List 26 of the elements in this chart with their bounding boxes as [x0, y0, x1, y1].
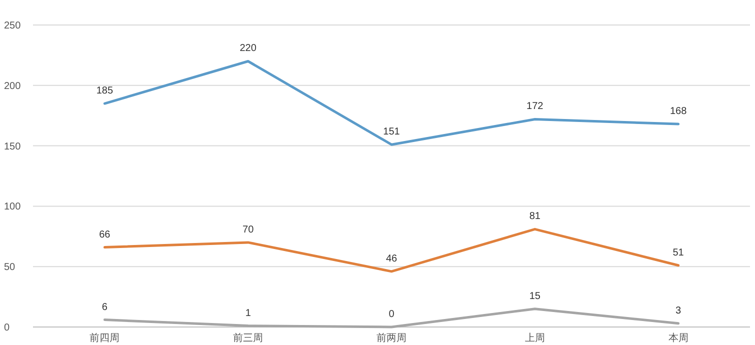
- data-label: 0: [388, 309, 395, 320]
- data-label: 6: [102, 302, 108, 313]
- x-tick-label: 前两周: [376, 332, 406, 344]
- data-label: 185: [96, 86, 114, 97]
- data-label: 1: [245, 308, 252, 319]
- data-label: 3: [676, 305, 682, 316]
- y-tick-label: 100: [4, 202, 22, 213]
- data-label: 220: [240, 43, 257, 54]
- x-tick-label: 前四周: [90, 332, 120, 344]
- data-label: 81: [529, 211, 541, 222]
- y-tick-label: 0: [4, 322, 10, 334]
- x-tick-label: 上周: [524, 332, 545, 344]
- data-label: 51: [672, 247, 684, 258]
- y-tick-label: 50: [4, 262, 16, 274]
- data-label: 46: [386, 253, 398, 264]
- data-label: 70: [242, 224, 254, 236]
- y-tick-label: 250: [4, 20, 22, 32]
- y-tick-label: 150: [4, 141, 22, 152]
- data-label: 151: [383, 126, 400, 138]
- y-tick-label: 200: [4, 80, 22, 92]
- data-label: 15: [529, 290, 541, 302]
- data-label: 66: [99, 229, 111, 240]
- x-tick-label: 前三周: [233, 332, 264, 344]
- data-label: 172: [526, 101, 544, 112]
- data-label: 168: [670, 106, 688, 118]
- x-tick-label: 本周: [668, 332, 688, 344]
